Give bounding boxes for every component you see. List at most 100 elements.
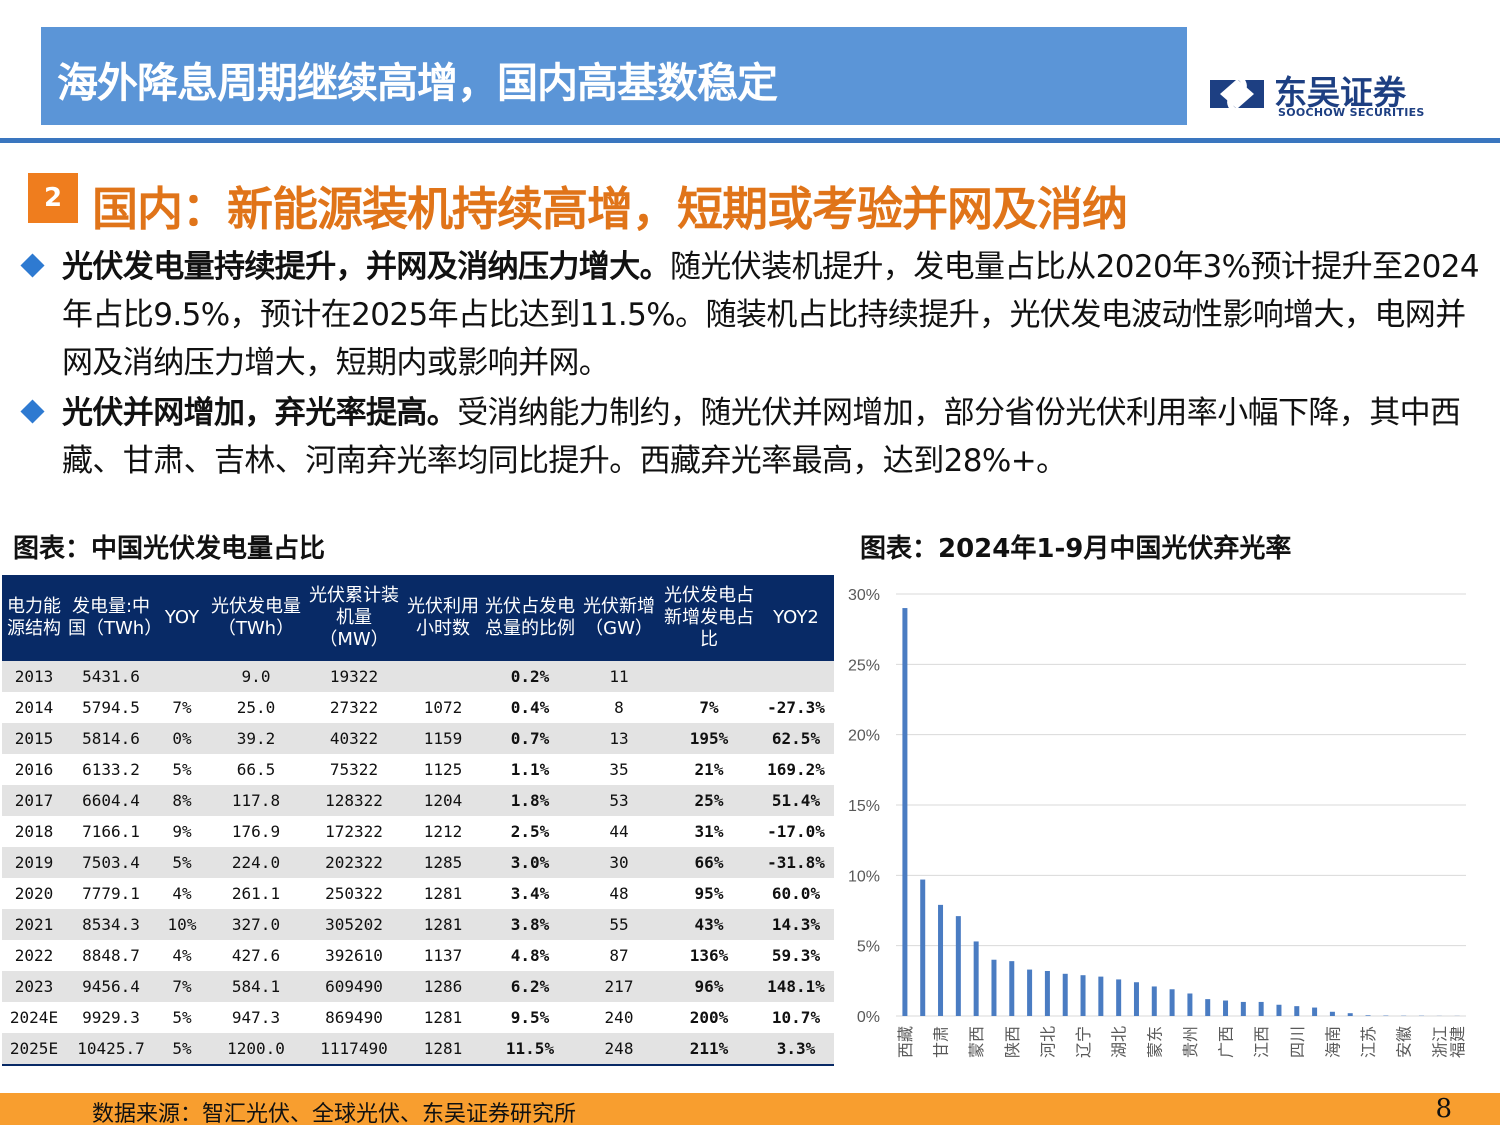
bar-湖南 — [1170, 989, 1175, 1016]
table-cell: 224.0 — [208, 847, 304, 878]
table-cell: 1137 — [404, 940, 482, 971]
table-cell: 0.4% — [482, 692, 578, 723]
table-cell: 5814.6 — [66, 723, 156, 754]
table-cell: 427.6 — [208, 940, 304, 971]
table-cell: 240 — [578, 1002, 660, 1033]
bar-江苏 — [1366, 1015, 1371, 1016]
bar-河南 — [1027, 970, 1032, 1016]
table-cell: 2.5% — [482, 816, 578, 847]
x-tick-label: 辽宁 — [1074, 1026, 1093, 1058]
x-tick-label: 福建 — [1448, 1026, 1467, 1058]
table-cell: 4% — [156, 940, 208, 971]
table-cell: 66.5 — [208, 754, 304, 785]
y-tick-label: 30% — [848, 587, 880, 604]
bar-陕西 — [1009, 961, 1014, 1016]
header-divider — [0, 138, 1500, 143]
table-cell: 3.0% — [482, 847, 578, 878]
bar-山东 — [1098, 977, 1103, 1016]
table-cell: 1125 — [404, 754, 482, 785]
bar-四川 — [1294, 1006, 1299, 1016]
table-cell: 5% — [156, 754, 208, 785]
bar-黑龙江 — [1134, 982, 1139, 1016]
table-cell: 148.1% — [758, 971, 834, 1002]
table-cell: 0.2% — [482, 661, 578, 692]
table-cell: 128322 — [304, 785, 404, 816]
bar-西藏 — [902, 608, 907, 1016]
table-cell: 584.1 — [208, 971, 304, 1002]
table-cell: 2025E — [2, 1033, 66, 1065]
table-cell: 62.5% — [758, 723, 834, 754]
diamond-bullet-icon — [20, 399, 44, 423]
table-cell: 2014 — [2, 692, 66, 723]
table-cell: 2021 — [2, 909, 66, 940]
table-cell: 2019 — [2, 847, 66, 878]
header-title: 海外降息周期继续高增，国内高基数稳定 — [57, 49, 777, 109]
table-cell: 1281 — [404, 1033, 482, 1065]
table-cell — [758, 661, 834, 692]
bar-辽宁 — [1081, 975, 1086, 1016]
table-cell: 211% — [660, 1033, 758, 1065]
bar-蒙东 — [1152, 986, 1157, 1016]
table-cell: 2013 — [2, 661, 66, 692]
table-cell: 136% — [660, 940, 758, 971]
x-tick-label: 江苏 — [1359, 1026, 1378, 1058]
table-cell: 8848.7 — [66, 940, 156, 971]
table-cell: 8 — [578, 692, 660, 723]
data-source-note: 数据来源：智汇光伏、全球光伏、东吴证券研究所 — [92, 1096, 576, 1128]
table-cell: 195% — [660, 723, 758, 754]
table-cell: 27322 — [304, 692, 404, 723]
table-cell: 0.7% — [482, 723, 578, 754]
table-cell: 11 — [578, 661, 660, 692]
table-cell: 217 — [578, 971, 660, 1002]
table-cell: 2018 — [2, 816, 66, 847]
table-cell: 200% — [660, 1002, 758, 1033]
bullet-headline: 光伏并网增加，弃光率提高。 — [62, 395, 457, 431]
bar-海南 — [1330, 1012, 1335, 1016]
x-tick-label: 海南 — [1323, 1026, 1342, 1058]
table-cell: 10425.7 — [66, 1033, 156, 1065]
table-cell: 39.2 — [208, 723, 304, 754]
table-cell: 117.8 — [208, 785, 304, 816]
table-cell: 9% — [156, 816, 208, 847]
table-cell: 2020 — [2, 878, 66, 909]
table-header-cell: YOY2 — [758, 575, 834, 661]
table-caption: 图表：中国光伏发电量占比 — [13, 528, 325, 565]
x-tick-label: 安徽 — [1395, 1026, 1414, 1058]
table-cell: 25% — [660, 785, 758, 816]
y-tick-label: 20% — [848, 728, 880, 745]
table-cell: 1281 — [404, 909, 482, 940]
table-cell: 5% — [156, 1033, 208, 1065]
chart-caption: 图表：2024年1-9月中国光伏弃光率 — [860, 528, 1291, 565]
table-cell — [156, 661, 208, 692]
x-tick-label: 河北 — [1038, 1026, 1057, 1058]
x-tick-label: 湖北 — [1110, 1026, 1129, 1058]
table-cell: 13 — [578, 723, 660, 754]
table-cell: 1212 — [404, 816, 482, 847]
table-cell: 2016 — [2, 754, 66, 785]
table-cell: 7% — [156, 971, 208, 1002]
table-cell: 96% — [660, 971, 758, 1002]
bar-河北 — [1045, 971, 1050, 1016]
table-cell: 1204 — [404, 785, 482, 816]
table-cell: 7166.1 — [66, 816, 156, 847]
table-cell: 305202 — [304, 909, 404, 940]
table-cell: 8534.3 — [66, 909, 156, 940]
soochow-logo-icon — [1208, 70, 1266, 118]
bar-广西 — [1223, 1001, 1228, 1016]
section-number-badge: 2 — [28, 173, 78, 223]
footer-bar: 数据来源：智汇光伏、全球光伏、东吴证券研究所 8 — [0, 1093, 1500, 1125]
table-cell: 2017 — [2, 785, 66, 816]
table-header-cell: YOY — [156, 575, 208, 661]
x-tick-label: 四川 — [1288, 1026, 1307, 1058]
bullet-item: 光伏并网增加，弃光率提高。受消纳能力制约，随光伏并网增加，部分省份光伏利用率小幅… — [20, 389, 1480, 485]
table-cell — [660, 661, 758, 692]
table-cell: 10.7% — [758, 1002, 834, 1033]
bar-江西 — [1259, 1002, 1264, 1016]
